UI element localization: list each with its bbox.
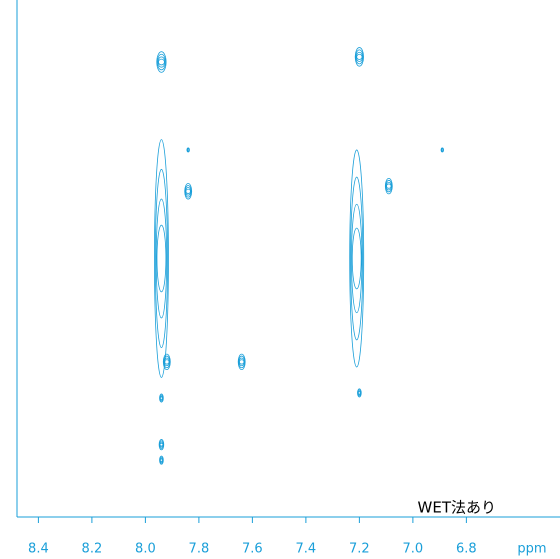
peak-contour	[154, 140, 168, 378]
peak-contour	[157, 52, 166, 73]
x-tick-label: 7.8	[189, 542, 210, 557]
x-tick-label: 6.8	[456, 542, 477, 557]
peak-contour	[441, 148, 443, 152]
contour-level	[442, 149, 444, 151]
peak-contour	[159, 439, 164, 449]
contour-level	[351, 204, 362, 313]
x-axis-label: ppm	[517, 542, 546, 557]
contour-level	[352, 228, 361, 289]
peak-contour	[185, 184, 192, 200]
contour-level	[156, 199, 167, 318]
contour-level	[158, 57, 165, 67]
contour-level	[160, 459, 162, 461]
x-tick-label: 7.4	[296, 542, 317, 557]
x-tick-label: 7.6	[242, 542, 263, 557]
peak-contour	[385, 178, 392, 194]
contour-level	[239, 358, 244, 366]
x-tick-label: 8.4	[28, 542, 49, 557]
peak-contour	[358, 389, 362, 397]
contour-level	[357, 54, 362, 59]
peak-contour	[187, 148, 189, 152]
contour-level	[387, 184, 391, 188]
contour-level	[356, 52, 362, 61]
annotation: WET法あり	[418, 499, 496, 517]
contour-level	[186, 187, 191, 195]
contour-level	[158, 59, 164, 65]
peak-contour	[350, 150, 364, 367]
contour-level	[186, 189, 190, 193]
contour-level	[160, 443, 163, 446]
x-tick-label: 8.0	[135, 542, 156, 557]
contour-level	[239, 360, 243, 364]
peak-contour	[355, 48, 363, 67]
contour-level	[160, 397, 162, 399]
x-tick-label: 7.2	[349, 542, 370, 557]
peak-contour	[163, 354, 170, 370]
contour-level	[187, 149, 189, 151]
contour-level	[386, 182, 391, 190]
contour-level	[358, 392, 360, 394]
x-tick-label: 7.0	[403, 542, 424, 557]
peak-contour	[238, 354, 245, 370]
peak-contour	[160, 394, 164, 402]
chart: ppm WET法あり 8.4 8.2 8.0 7.8 7.6 7.4 7.2 7.0 6.8	[0, 0, 560, 559]
x-tick-label: 8.2	[82, 542, 103, 557]
contour-level	[157, 225, 166, 292]
peak-contour	[160, 456, 164, 464]
